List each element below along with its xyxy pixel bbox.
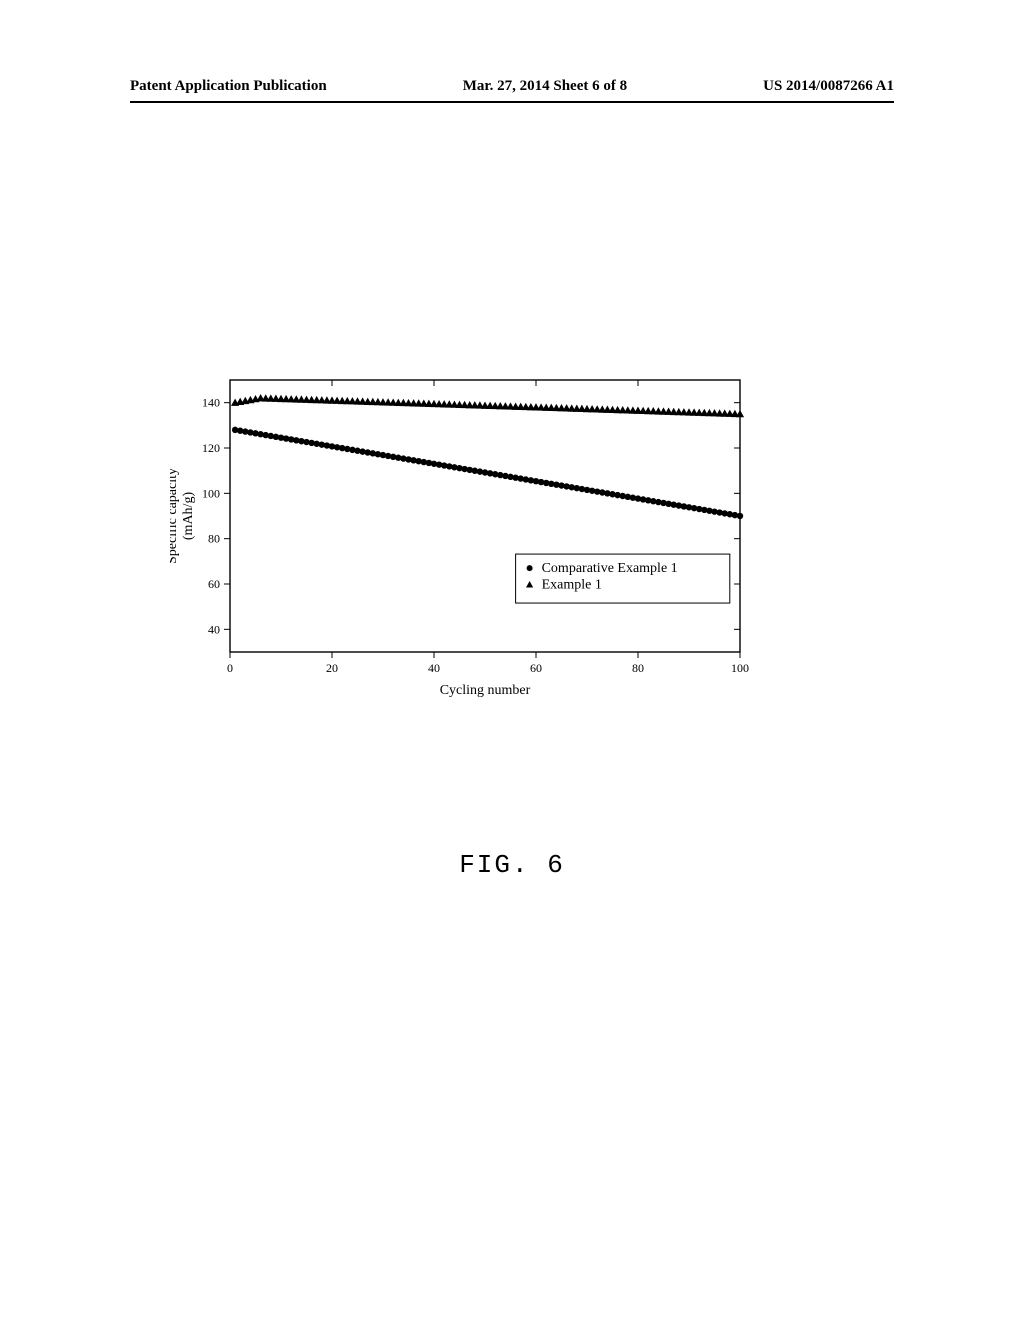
y-tick-label: 140 [202, 396, 220, 410]
y-tick-label: 120 [202, 441, 220, 455]
y-tick-label: 60 [208, 577, 220, 591]
header-left: Patent Application Publication [130, 78, 327, 95]
x-tick-label: 60 [530, 661, 542, 675]
data-point-circle [737, 513, 743, 519]
specific-capacity-chart: 0 20 40 60 80 100 40 60 80 100 120 140 Cycling numbe… [170, 370, 750, 700]
data-point-triangle [736, 410, 744, 417]
x-axis-label: Cycling number [440, 683, 531, 698]
figure-label: FIG. 6 [0, 850, 1024, 880]
x-tick-label: 100 [731, 661, 749, 675]
data-point-circle [527, 565, 533, 571]
x-tick-label: 0 [227, 661, 233, 675]
legend-label: Comparative Example 1 [542, 561, 678, 576]
x-tick-label: 20 [326, 661, 338, 675]
chart-container: 0 20 40 60 80 100 40 60 80 100 120 140 Cycling numbe… [170, 370, 750, 700]
header-right: US 2014/0087266 A1 [763, 78, 894, 95]
page: Patent Application Publication Mar. 27, … [0, 0, 1024, 1320]
y-axis-label: Specific capacity(mAh/g) [170, 468, 196, 564]
svg-text:(mAh/g): (mAh/g) [181, 492, 196, 541]
page-header: Patent Application Publication Mar. 27, … [0, 78, 1024, 103]
y-tick-label: 100 [202, 486, 220, 500]
legend-label: Example 1 [542, 578, 602, 593]
x-tick-label: 40 [428, 661, 440, 675]
svg-text:Specific capacity: Specific capacity [170, 468, 180, 564]
plot-frame [230, 380, 740, 652]
y-tick-label: 40 [208, 622, 220, 636]
header-rule [130, 101, 894, 103]
header-center: Mar. 27, 2014 Sheet 6 of 8 [463, 78, 627, 95]
header-row: Patent Application Publication Mar. 27, … [0, 78, 1024, 95]
y-tick-label: 80 [208, 532, 220, 546]
x-tick-label: 80 [632, 661, 644, 675]
